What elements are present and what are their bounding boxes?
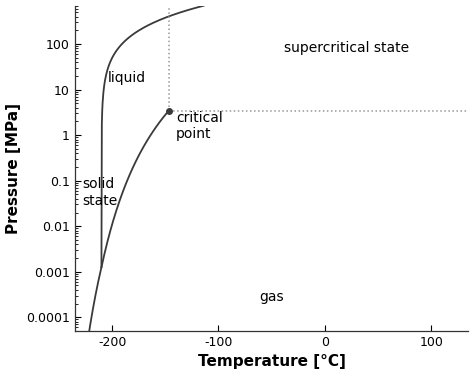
Text: gas: gas [259, 290, 284, 304]
Text: solid
state: solid state [82, 177, 118, 208]
Text: supercritical state: supercritical state [283, 42, 409, 56]
X-axis label: Temperature [°C]: Temperature [°C] [198, 354, 346, 369]
Text: liquid: liquid [108, 71, 146, 85]
Y-axis label: Pressure [MPa]: Pressure [MPa] [6, 103, 20, 234]
Text: critical
point: critical point [176, 111, 223, 141]
